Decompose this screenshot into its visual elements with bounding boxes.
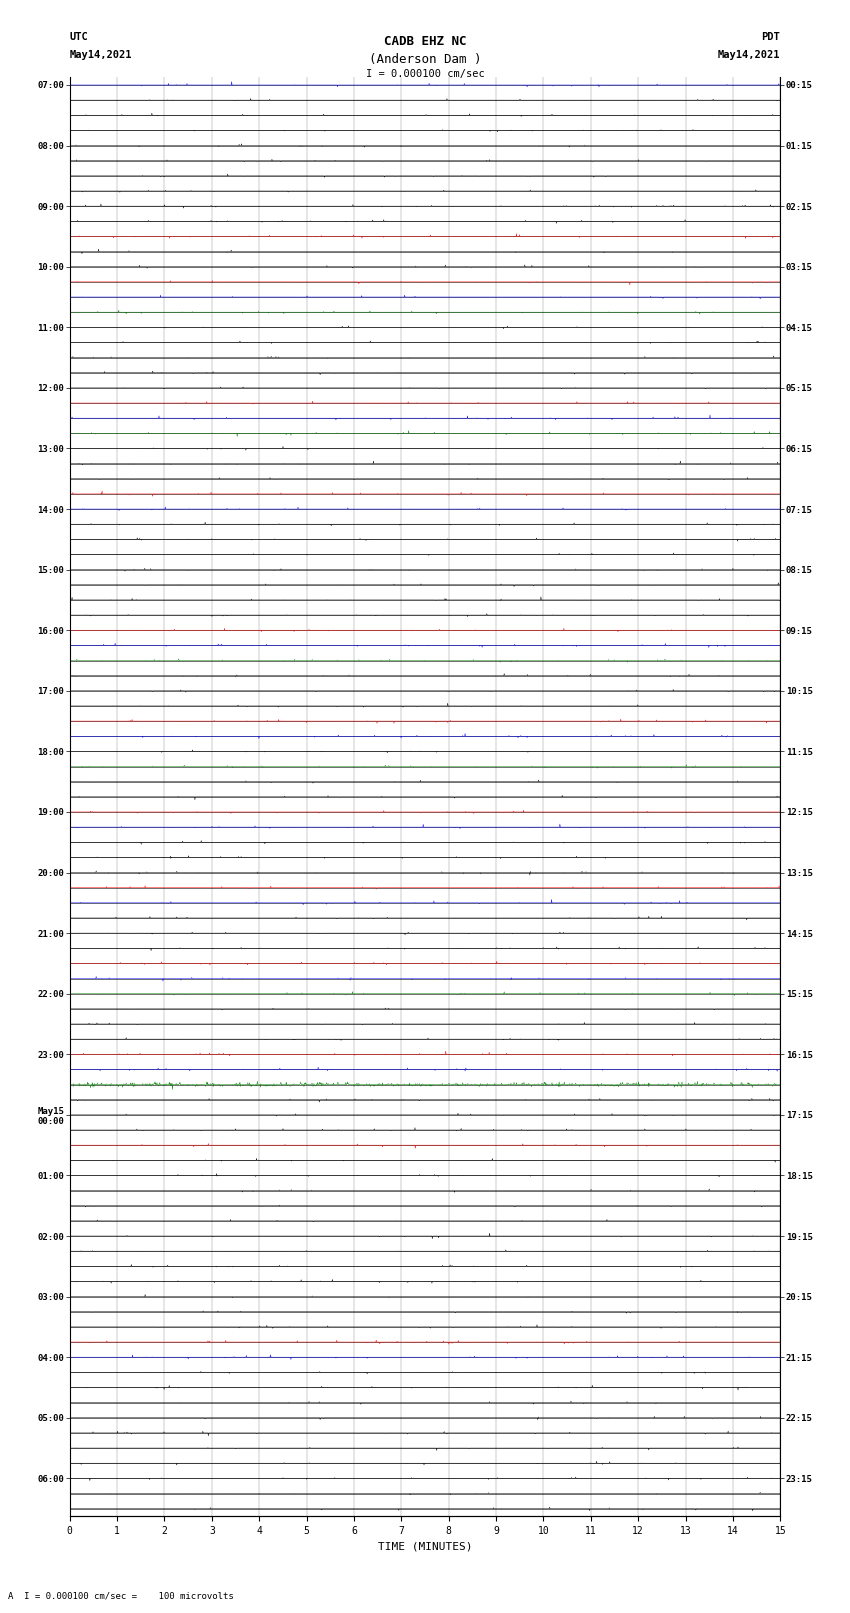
Text: UTC: UTC xyxy=(70,32,88,42)
X-axis label: TIME (MINUTES): TIME (MINUTES) xyxy=(377,1542,473,1552)
Text: I = 0.000100 cm/sec: I = 0.000100 cm/sec xyxy=(366,69,484,79)
Text: A  I = 0.000100 cm/sec =    100 microvolts: A I = 0.000100 cm/sec = 100 microvolts xyxy=(8,1590,235,1600)
Text: PDT: PDT xyxy=(762,32,780,42)
Text: May14,2021: May14,2021 xyxy=(70,50,133,60)
Text: (Anderson Dam ): (Anderson Dam ) xyxy=(369,53,481,66)
Text: May14,2021: May14,2021 xyxy=(717,50,780,60)
Text: CADB EHZ NC: CADB EHZ NC xyxy=(383,35,467,48)
